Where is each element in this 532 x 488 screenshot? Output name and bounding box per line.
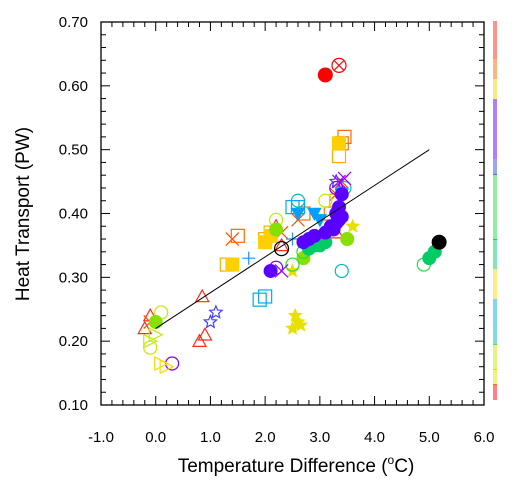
data-point [274, 237, 290, 252]
x-tick-labels: -1.0 0.0 1.0 2.0 3.0 4.0 5.0 6.0 [88, 429, 494, 446]
data-point [317, 67, 333, 83]
y-tick-label: 0.30 [59, 269, 88, 286]
y-tick-label: 0.70 [59, 14, 88, 31]
x-tick-label: 1.0 [200, 429, 221, 446]
data-point [312, 214, 328, 228]
regression-line [155, 149, 430, 329]
x-tick-label: 4.0 [364, 429, 385, 446]
data-point [137, 320, 153, 335]
data-point [345, 218, 361, 233]
data-point [334, 263, 349, 279]
y-tick-labels: 0.10 0.20 0.30 0.40 0.50 0.60 0.70 [59, 14, 88, 414]
y-axis-title: Heat Transport (PW) [13, 127, 34, 301]
data-point [225, 257, 240, 272]
data-point [431, 234, 447, 250]
data-point [340, 232, 355, 247]
data-point [230, 228, 245, 243]
data-point [285, 257, 300, 272]
data-point [148, 327, 164, 343]
x-axis-title-superscript: o [388, 453, 395, 467]
data-point [143, 340, 158, 355]
data-point [252, 292, 267, 307]
x-tick-label: 0.0 [145, 429, 166, 446]
x-axis-title-main: Temperature Difference ( [178, 456, 388, 477]
data-point [296, 235, 311, 250]
x-tick-label: 3.0 [309, 429, 330, 446]
data-point [197, 327, 213, 341]
y-tick-label: 0.10 [59, 397, 88, 414]
data-point [290, 207, 306, 222]
data-point [274, 264, 289, 278]
legend-color-strip [493, 21, 497, 400]
data-point [225, 232, 240, 246]
data-point [318, 193, 333, 208]
highlight-points [273, 57, 447, 257]
x-axis-title-tail: C) [394, 456, 414, 477]
data-point [332, 136, 347, 151]
x-tick-label: -1.0 [88, 429, 114, 446]
data-point [143, 333, 159, 349]
x-tick-label: 6.0 [474, 429, 495, 446]
data-point [285, 320, 300, 335]
data-points [137, 129, 442, 375]
data-point [148, 315, 163, 330]
data-point [307, 207, 322, 222]
y-tick-label: 0.60 [59, 78, 88, 95]
data-point [331, 148, 347, 164]
y-tick-label: 0.40 [59, 206, 88, 223]
x-axis-title: Temperature Difference (oC) [178, 453, 415, 477]
y-tick-label: 0.50 [59, 142, 88, 159]
x-tick-label: 5.0 [419, 429, 440, 446]
data-point [242, 251, 256, 265]
data-point-cross [333, 60, 345, 71]
data-point [258, 289, 273, 304]
data-point [329, 180, 344, 196]
data-point [194, 288, 210, 303]
data-point [285, 200, 300, 215]
data-point [159, 359, 175, 375]
data-point [208, 304, 224, 319]
axis-ticks [100, 21, 485, 406]
data-point [273, 241, 290, 257]
data-point [331, 57, 347, 74]
data-point [285, 263, 300, 278]
data-point [269, 222, 284, 237]
x-tick-label: 2.0 [255, 429, 276, 446]
data-point [268, 260, 284, 275]
data-point [202, 313, 219, 329]
data-point [337, 171, 352, 186]
y-tick-label: 0.20 [59, 333, 88, 350]
